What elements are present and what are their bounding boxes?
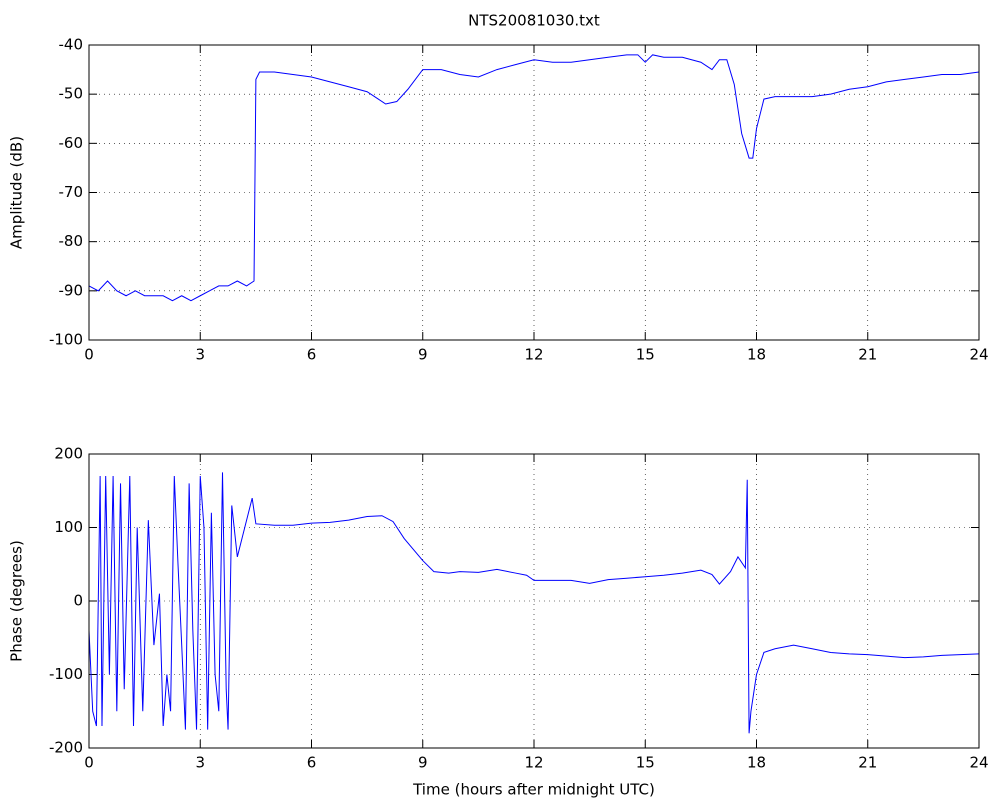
x-axis-label: Time (hours after midnight UTC) [412,781,655,799]
x-tick-label: 15 [636,754,655,772]
y-tick-label: -40 [59,36,84,54]
x-tick-label: 0 [84,346,94,364]
x-tick-label: 9 [418,754,428,772]
x-tick-label: 18 [747,754,766,772]
x-tick-label: 3 [195,754,205,772]
x-tick-label: 9 [418,346,428,364]
axes-frame [88,453,980,749]
x-tick-label: 3 [195,346,205,364]
y-tick-label: 0 [73,592,83,610]
x-tick-label: 15 [636,346,655,364]
y-tick-label: -80 [59,232,84,250]
x-tick-label: 12 [524,754,543,772]
y-axis-label: Phase (degrees) [8,540,26,662]
data-line [88,54,980,302]
x-tick-label: 24 [969,754,988,772]
x-tick-label: 0 [84,754,94,772]
x-tick-label: 21 [858,754,877,772]
y-tick-label: 100 [54,518,83,536]
x-tick-label: 21 [858,346,877,364]
y-tick-label: -60 [59,134,84,152]
y-tick-label: -90 [59,281,84,299]
x-tick-label: 6 [307,346,317,364]
y-tick-label: -70 [59,183,84,201]
y-tick-label: -100 [49,665,83,683]
x-tick-label: 6 [307,754,317,772]
x-tick-label: 24 [969,346,988,364]
x-tick-label: 18 [747,346,766,364]
chart-title: NTS20081030.txt [468,12,600,30]
y-axis-label: Amplitude (dB) [8,136,26,249]
y-tick-label: -100 [49,331,83,349]
axes-frame [88,44,980,341]
y-tick-label: -50 [59,85,84,103]
x-tick-label: 12 [524,346,543,364]
y-tick-label: -200 [49,739,83,757]
data-line [88,472,980,734]
y-tick-label: 200 [54,445,83,463]
